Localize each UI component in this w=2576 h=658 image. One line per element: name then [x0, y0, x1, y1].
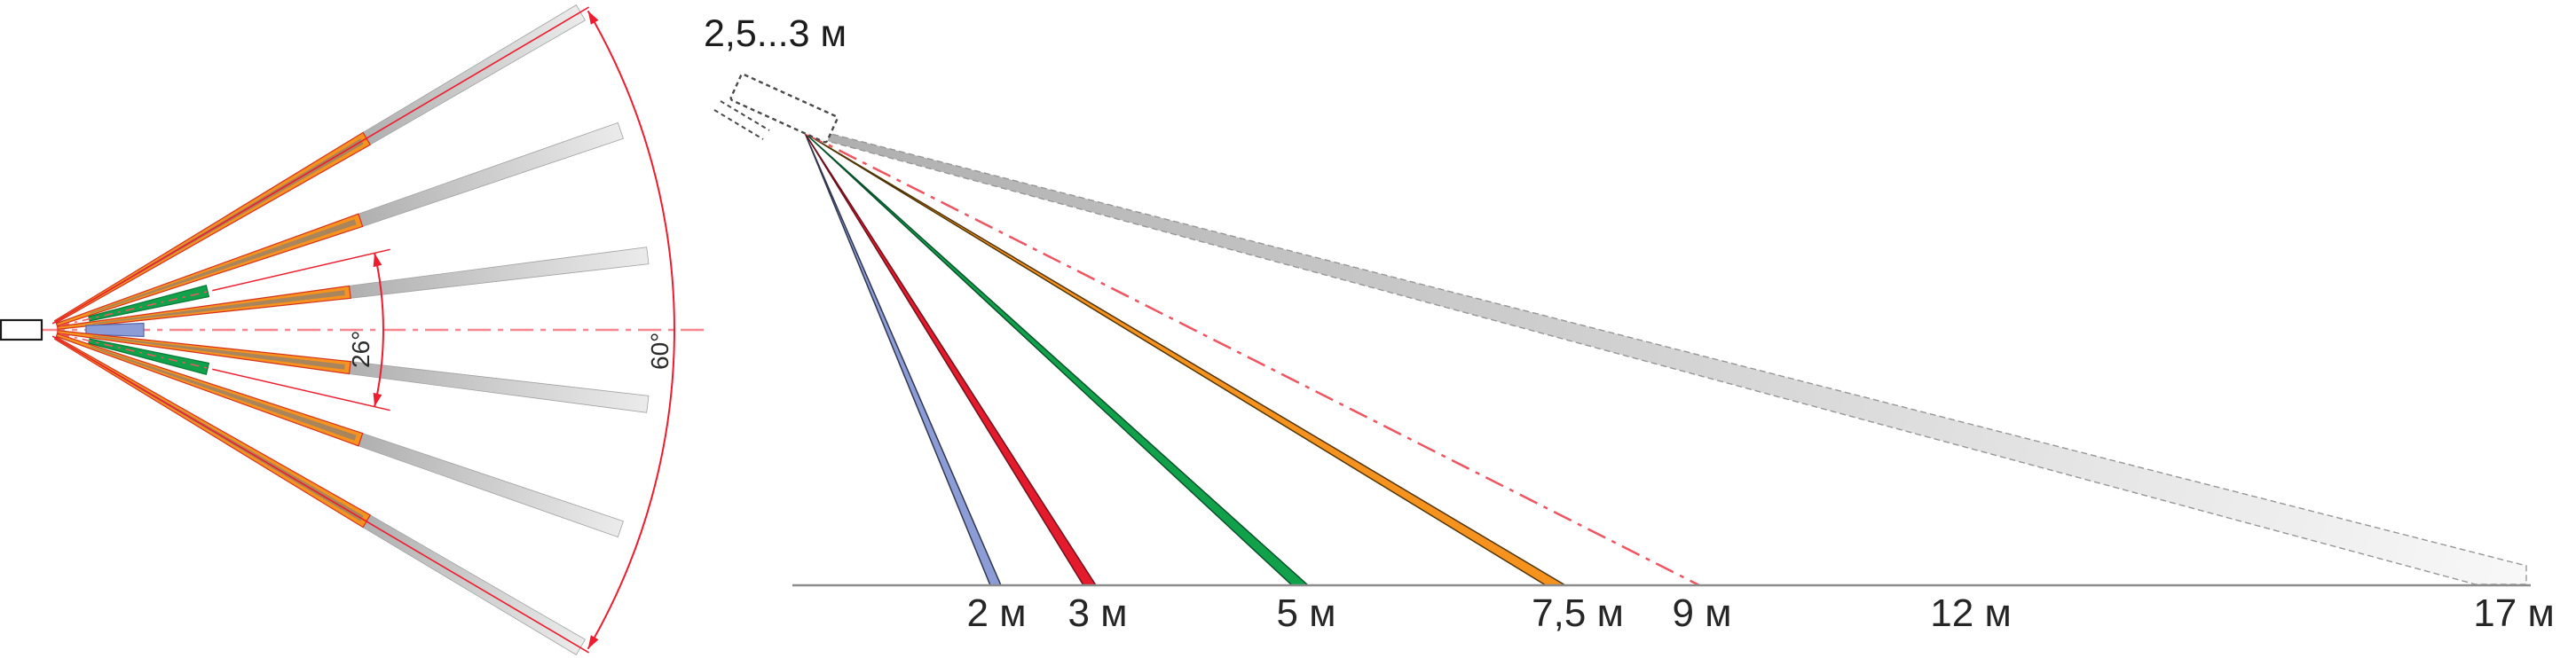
- distance-label: 17 м: [2473, 591, 2554, 635]
- dimension-arrow-icon: [373, 392, 382, 407]
- distance-label: 5 м: [1277, 591, 1336, 635]
- outer-wedge-edge-line: [51, 335, 590, 654]
- side-beam-7.5m: [804, 132, 1568, 586]
- top-beam-core-stripe: [92, 335, 345, 370]
- dimension-arrow-icon: [587, 11, 599, 25]
- outer-angle-arc: [587, 10, 675, 650]
- top-beam-far-segment: [358, 121, 625, 227]
- top-view-dimensions: 26° 60°: [51, 6, 675, 654]
- outer-angle-label: 60°: [646, 333, 674, 370]
- dimension-arrow-icon: [373, 253, 382, 268]
- inner-angle-label: 26°: [347, 331, 374, 368]
- top-beam-far-segment: [358, 433, 625, 538]
- inner-dimension-extension-line: [212, 248, 390, 292]
- distance-label: 3 м: [1068, 591, 1128, 635]
- top-beam-core-stripe: [90, 219, 357, 314]
- sensor-bracket-line: [713, 109, 764, 140]
- side-beam-2m: [804, 132, 1003, 586]
- top-view: 26° 60°: [0, 4, 710, 655]
- distance-label: 12 м: [1930, 591, 2011, 635]
- top-beam-far-segment: [349, 247, 650, 299]
- dimension-arrow-icon: [587, 635, 599, 649]
- distance-label: 9 м: [1673, 591, 1732, 635]
- distance-labels: 2 м 3 м 5 м 7,5 м 9 м 12 м 17 м: [967, 591, 2555, 635]
- inner-dimension-dash-line: [60, 333, 214, 371]
- side-view: 2 м 3 м 5 м 7,5 м 9 м 12 м 17 м: [713, 73, 2555, 635]
- top-beam-far-segment: [349, 361, 650, 413]
- top-beam-blue-segment: [85, 322, 145, 338]
- sensor-body-top-view: [0, 318, 43, 341]
- inner-dimension-dash-line: [60, 289, 214, 326]
- sensor-body-side-view: [713, 73, 839, 144]
- side-axis-dash-line: [804, 131, 1700, 587]
- distance-label: 2 м: [967, 591, 1027, 635]
- mount-height-label: 2,5...3 м: [704, 12, 847, 55]
- top-beam-core-stripe: [90, 346, 357, 441]
- distance-label: 7,5 м: [1532, 591, 1624, 635]
- sensor-bracket-line: [720, 100, 770, 131]
- outer-wedge-edge-line: [51, 6, 590, 325]
- inner-dimension-extension-line: [212, 368, 390, 411]
- top-beam-core-stripe: [92, 290, 345, 325]
- inner-angle-arc: [374, 253, 384, 407]
- sensor-housing: [729, 73, 839, 144]
- side-beam-far-zone: [806, 129, 2527, 585]
